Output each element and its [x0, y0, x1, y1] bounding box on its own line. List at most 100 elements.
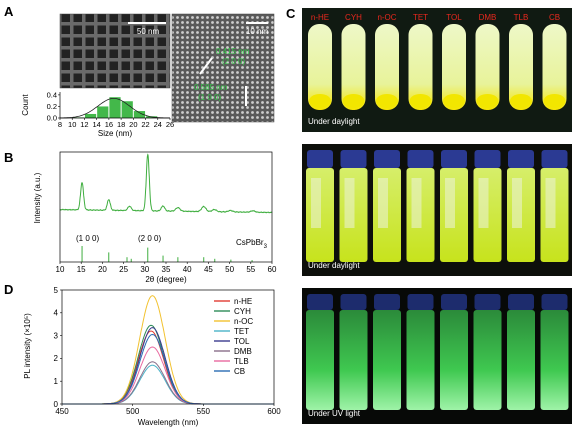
solvent-label: TLB — [514, 13, 529, 22]
pl-y-tick-label: 5 — [54, 286, 59, 295]
hist-y-tick-label: 0.0 — [47, 114, 57, 123]
solvent-label: CYH — [345, 13, 362, 22]
vial-row-daylight — [306, 150, 569, 262]
test-tube — [375, 24, 399, 110]
vial-cap — [407, 294, 434, 310]
vial-uv — [507, 310, 535, 410]
legend-label: TET — [234, 327, 249, 336]
hist-x-axis-label: Size (nm) — [98, 129, 133, 138]
xrd-x-tick-label: 60 — [268, 265, 277, 274]
tube-sediment — [309, 94, 331, 108]
panel-a-letter: A — [4, 4, 14, 19]
pl-y-tick-label: 1 — [54, 377, 59, 386]
pl-y-tick-label: 2 — [54, 354, 59, 363]
hist-x-tick-label: 24 — [154, 120, 162, 129]
pl-x-tick-label: 600 — [267, 407, 281, 416]
vial-cap — [374, 294, 400, 310]
legend-label: TOL — [234, 337, 250, 346]
tube-row — [308, 24, 567, 110]
lattice-2-plane: (1 0 0) — [198, 93, 221, 102]
histogram-bar — [133, 111, 146, 118]
solvent-label: TOL — [446, 13, 462, 22]
vial-cap — [441, 150, 467, 168]
xrd-reference-label: CsPbBr3 — [236, 238, 268, 250]
pl-x-axis-label: Wavelength (nm) — [138, 418, 199, 427]
test-tube — [442, 24, 466, 110]
legend-label: CB — [234, 367, 245, 376]
tube-sediment — [376, 94, 398, 108]
size-histogram: 8 10 12 14 16 18 20 22 24 26 0.0 0.2 0.4 Size (nm) Cou… — [21, 90, 174, 138]
hist-x-tick-label: 12 — [80, 120, 88, 129]
vial-cap — [541, 150, 568, 168]
xrd-pattern: 10 15 20 25 30 35 40 45 50 55 60 2θ (degree) Intensi… — [33, 151, 277, 284]
pl-x-tick-label: 500 — [126, 407, 140, 416]
xrd-y-axis-label: Intensity (a.u.) — [33, 172, 42, 223]
hist-x-tick-label: 20 — [129, 120, 137, 129]
solvent-labels: n-HE CYH n-OC TET TOL DMB TLB CB — [311, 13, 560, 22]
pl-y-tick-label: 0 — [54, 400, 59, 409]
vial-cap — [508, 294, 534, 310]
vial-cap — [307, 294, 333, 310]
xrd-x-axis-label: 2θ (degree) — [145, 275, 187, 284]
vial-cap — [307, 150, 333, 168]
vial-label-sticker — [445, 178, 455, 228]
solvent-label: TET — [413, 13, 428, 22]
tube-sediment — [476, 94, 499, 108]
vial-cap — [374, 150, 400, 168]
hist-x-tick-label: 26 — [166, 120, 174, 129]
xrd-x-tick-label: 20 — [98, 265, 107, 274]
pl-spectra: 450 500 550 600 0 1 2 3 4 5 Wavelength (nm) PL inte… — [23, 286, 281, 427]
vial-uv — [473, 310, 502, 410]
xrd-x-tick-label: 45 — [204, 265, 213, 274]
legend-label: TLB — [234, 357, 249, 366]
pl-y-tick-label: 4 — [54, 309, 59, 318]
histogram-bar — [84, 113, 97, 118]
tube-sediment — [409, 94, 432, 108]
hist-x-tick-label: 10 — [68, 120, 76, 129]
legend-label: n-HE — [234, 297, 252, 306]
vial-cap — [441, 294, 467, 310]
hist-y-tick-label: 0.2 — [47, 102, 57, 111]
vial-label-sticker — [545, 178, 556, 228]
tube-sediment — [342, 94, 365, 108]
tube-sediment — [510, 94, 532, 108]
panel-b-letter: B — [4, 150, 13, 165]
scale-bar-right — [246, 22, 268, 24]
vial-label-sticker — [512, 178, 522, 228]
caption-vials-daylight: Under daylight — [308, 261, 360, 270]
histogram-bar — [109, 97, 121, 118]
solvent-label: CB — [549, 13, 560, 22]
xrd-x-tick-label: 15 — [77, 265, 86, 274]
pl-x-tick-label: 550 — [197, 407, 211, 416]
xrd-peak-2-label: (2 0 0) — [138, 234, 161, 243]
lattice-2-spacing: 0.585 nm — [194, 83, 228, 92]
legend-label: CYH — [234, 307, 251, 316]
vial-uv — [306, 310, 334, 410]
vial-cap — [340, 150, 367, 168]
vial-uv — [406, 310, 435, 410]
scale-bar-left — [128, 22, 166, 24]
legend-label: n-OC — [234, 317, 253, 326]
hist-y-axis-label: Count — [21, 94, 30, 116]
test-tube — [542, 24, 567, 110]
scale-bar-left-label: 50 nm — [137, 27, 160, 36]
test-tube — [475, 24, 500, 110]
tube-sediment — [543, 94, 566, 108]
xrd-x-tick-label: 40 — [183, 265, 192, 274]
xrd-x-tick-label: 50 — [225, 265, 234, 274]
hist-y-tick-label: 0.4 — [47, 90, 57, 99]
lattice-1-plane: (2 0 0) — [222, 57, 245, 66]
histogram-bar — [97, 106, 109, 118]
test-tube — [408, 24, 433, 110]
vial-label-sticker — [411, 178, 422, 228]
xrd-x-tick-label: 30 — [140, 265, 149, 274]
pl-y-tick-label: 3 — [54, 331, 59, 340]
vial-label-sticker — [378, 178, 388, 228]
caption-tubes: Under daylight — [308, 117, 360, 126]
hist-x-tick-label: 16 — [105, 120, 113, 129]
test-tube — [341, 24, 366, 110]
panel-d-letter: D — [4, 282, 13, 297]
vial-label-sticker — [478, 178, 489, 228]
